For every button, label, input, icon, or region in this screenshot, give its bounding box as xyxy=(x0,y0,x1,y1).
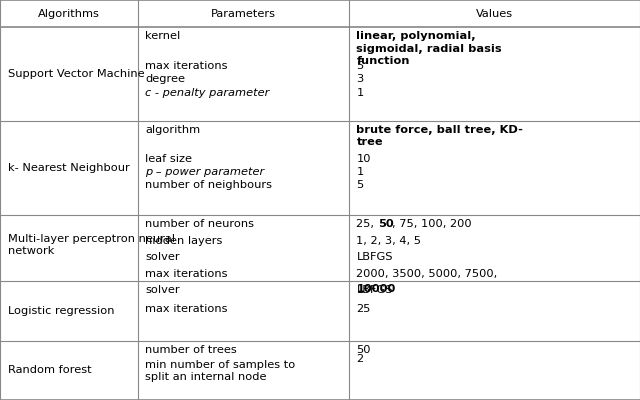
Text: 5: 5 xyxy=(356,61,364,71)
Text: max iterations: max iterations xyxy=(145,304,228,314)
Text: Algorithms: Algorithms xyxy=(38,9,100,18)
Text: min number of samples to
split an internal node: min number of samples to split an intern… xyxy=(145,360,296,382)
Text: LBFGS: LBFGS xyxy=(356,252,393,262)
Text: number of neighbours: number of neighbours xyxy=(145,180,272,190)
Text: Logistic regression: Logistic regression xyxy=(8,306,114,316)
Text: , 75, 100, 200: , 75, 100, 200 xyxy=(392,219,471,229)
Text: 1: 1 xyxy=(356,167,364,177)
Text: Multi-layer perceptron neural
network: Multi-layer perceptron neural network xyxy=(8,234,175,256)
Text: 10: 10 xyxy=(356,154,371,164)
Text: 50: 50 xyxy=(378,219,394,229)
Text: LBFGS: LBFGS xyxy=(356,285,393,295)
Text: 10000: 10000 xyxy=(356,284,396,294)
Text: number of trees: number of trees xyxy=(145,345,237,355)
Text: 5: 5 xyxy=(356,180,364,190)
Text: 1, 2, 3, 4, 5: 1, 2, 3, 4, 5 xyxy=(356,236,422,246)
Text: p – power parameter: p – power parameter xyxy=(145,167,264,177)
Text: 25: 25 xyxy=(356,304,371,314)
Text: 3: 3 xyxy=(356,74,364,84)
Text: hidden layers: hidden layers xyxy=(145,236,223,246)
Text: Parameters: Parameters xyxy=(211,9,276,18)
Text: 25,: 25, xyxy=(356,219,378,229)
Text: max iterations: max iterations xyxy=(145,61,228,71)
Text: solver: solver xyxy=(145,252,180,262)
Text: 1: 1 xyxy=(356,88,364,98)
Text: solver: solver xyxy=(145,285,180,295)
Text: leaf size: leaf size xyxy=(145,154,192,164)
Text: 50: 50 xyxy=(356,345,371,355)
Text: Support Vector Machine: Support Vector Machine xyxy=(8,69,144,79)
Text: linear, polynomial,
sigmoidal, radial basis
function: linear, polynomial, sigmoidal, radial ba… xyxy=(356,31,502,66)
Text: kernel: kernel xyxy=(145,31,180,41)
Text: max iterations: max iterations xyxy=(145,269,228,279)
Text: 2000, 3500, 5000, 7500,: 2000, 3500, 5000, 7500, xyxy=(356,269,498,279)
Text: Random forest: Random forest xyxy=(8,366,92,375)
Text: algorithm: algorithm xyxy=(145,125,200,135)
Text: degree: degree xyxy=(145,74,186,84)
Text: 2: 2 xyxy=(356,354,364,364)
Text: c - penalty parameter: c - penalty parameter xyxy=(145,88,269,98)
Text: brute force, ball tree, KD-
tree: brute force, ball tree, KD- tree xyxy=(356,125,524,147)
Text: number of neurons: number of neurons xyxy=(145,219,254,229)
Text: k- Nearest Neighbour: k- Nearest Neighbour xyxy=(8,163,129,173)
Text: Values: Values xyxy=(476,9,513,18)
